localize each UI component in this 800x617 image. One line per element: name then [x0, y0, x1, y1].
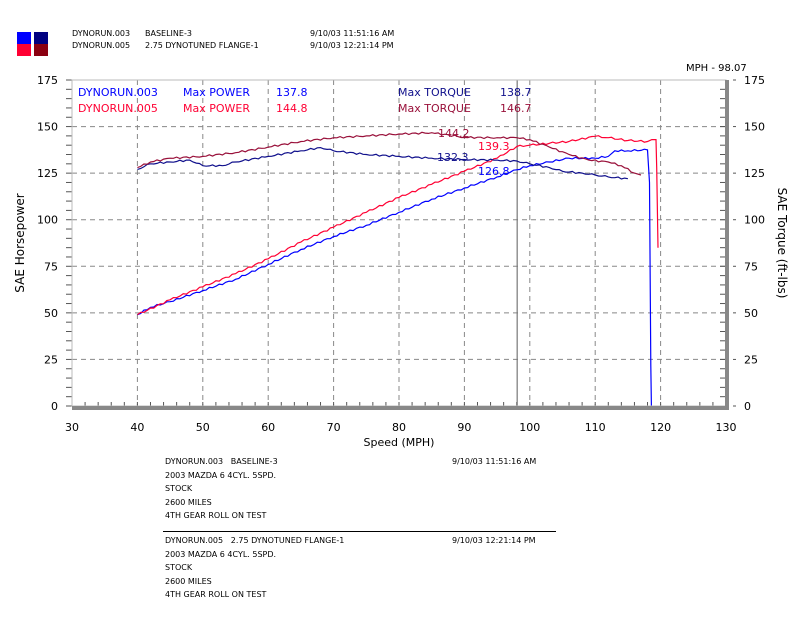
note-datetime: 9/10/03 12:21:14 PM	[452, 536, 536, 545]
header-run1-file: DYNORUN.003	[72, 29, 131, 38]
header-run2-desc: 2.75 DYNOTUNED FLANGE-1	[145, 41, 259, 50]
run003-power-swatch	[17, 32, 31, 44]
y-tick-label-left: 50	[44, 307, 58, 320]
y-tick-label-left: 150	[37, 121, 58, 134]
note-line-text: 2003 MAZDA 6 4CYL. 5SPD.	[165, 470, 277, 480]
x-tick-label: 130	[716, 421, 737, 434]
header-run1-desc: BASELINE-3	[145, 29, 192, 38]
header-run2-file: DYNORUN.005	[72, 41, 131, 50]
series-line-dynorun-003-torque	[137, 146, 629, 180]
note-line-text: 4TH GEAR ROLL ON TEST	[165, 590, 267, 599]
legend-run003-torque-value: 138.7	[500, 86, 532, 99]
series-line-dynorun-003-power	[137, 148, 652, 407]
y-tick-label-left: 0	[51, 400, 58, 413]
x-tick-label: 120	[650, 421, 671, 434]
series-lines	[137, 131, 659, 407]
y-tick-label-right: 150	[744, 121, 765, 134]
legend-run005-torque-value: 146.7	[500, 102, 532, 115]
cursor-label-run003-torque: 132.3	[437, 151, 469, 164]
x-axis-title: Speed (MPH)	[364, 436, 435, 449]
y-tick-label-left: 125	[37, 167, 58, 180]
x-tick-label: 90	[457, 421, 471, 434]
axis-ticks: 30 40 50 60 70 80 90 100 110 120 130 0 0 25 25 50 50 75 75…	[37, 74, 765, 434]
x-tick-label: 80	[392, 421, 406, 434]
y-tick-label-right: 175	[744, 74, 765, 87]
y-tick-label-right: 25	[744, 353, 758, 366]
note-line-text: 2003 MAZDA 6 4CYL. 5SPD.	[165, 549, 277, 559]
legend-run003-power-value: 137.8	[276, 86, 308, 99]
x-tick-label: 70	[327, 421, 341, 434]
series-line-dynorun-005-torque	[137, 131, 642, 176]
grid	[72, 80, 726, 406]
dyno-chart: 30 40 50 60 70 80 90 100 110 120 130 0 0 25 25 50 50 75 75…	[13, 74, 789, 449]
y-tick-label-left: 175	[37, 74, 58, 87]
x-tick-label: 110	[585, 421, 606, 434]
y-tick-label-right: 0	[744, 400, 751, 413]
legend-run005-torque-label: Max TORQUE	[398, 102, 471, 115]
note-line-text: 2600 MILES	[165, 576, 212, 586]
x-tick-label: 30	[65, 421, 79, 434]
cursor-label-run003-power: 126.8	[478, 165, 510, 178]
cursor-readout: MPH - 98.07	[686, 63, 747, 74]
y-axis-title-left: SAE Horsepower	[13, 193, 27, 293]
run005-torque-swatch	[34, 44, 48, 56]
note-title: DYNORUN.005 2.75 DYNOTUNED FLANGE-1	[165, 536, 345, 545]
cursor-label-run005-power: 139.3	[478, 140, 510, 153]
run005-power-swatch	[17, 44, 31, 56]
x-tick-label: 100	[519, 421, 540, 434]
legend-run005-power-value: 144.8	[276, 102, 308, 115]
x-tick-label: 60	[261, 421, 275, 434]
cursor-label-run005-torque: 144.2	[438, 127, 470, 140]
legend-run003-power-label: Max POWER	[183, 86, 250, 99]
y-tick-label-right: 100	[744, 214, 765, 227]
note-line-text: 4TH GEAR ROLL ON TEST	[165, 511, 267, 520]
y-tick-label-left: 100	[37, 214, 58, 227]
x-tick-label: 40	[130, 421, 144, 434]
y-tick-label-right: 75	[744, 260, 758, 273]
note-line-text: 2600 MILES	[165, 497, 212, 507]
note-line-text: STOCK	[165, 563, 193, 572]
y-tick-label-left: 75	[44, 260, 58, 273]
y-tick-label-right: 125	[744, 167, 765, 180]
notes-divider	[163, 531, 556, 532]
legend-run005: DYNORUN.005	[78, 102, 158, 115]
series-line-dynorun-005-power	[137, 135, 659, 316]
note-line-text: STOCK	[165, 484, 193, 493]
header-run1-datetime: 9/10/03 11:51:16 AM	[310, 29, 395, 38]
legend-run003-torque-label: Max TORQUE	[398, 86, 471, 99]
legend-run003: DYNORUN.003	[78, 86, 158, 99]
header-run2-datetime: 9/10/03 12:21:14 PM	[310, 41, 394, 50]
legend-run005-power-label: Max POWER	[183, 102, 250, 115]
note-title: DYNORUN.003 BASELINE-3	[165, 457, 278, 466]
run003-torque-swatch	[34, 32, 48, 44]
x-tick-label: 50	[196, 421, 210, 434]
y-tick-label-right: 50	[744, 307, 758, 320]
y-tick-label-left: 25	[44, 353, 58, 366]
y-axis-title-right: SAE Torque (ft-lbs)	[775, 188, 789, 299]
note-datetime: 9/10/03 11:51:16 AM	[452, 457, 537, 466]
